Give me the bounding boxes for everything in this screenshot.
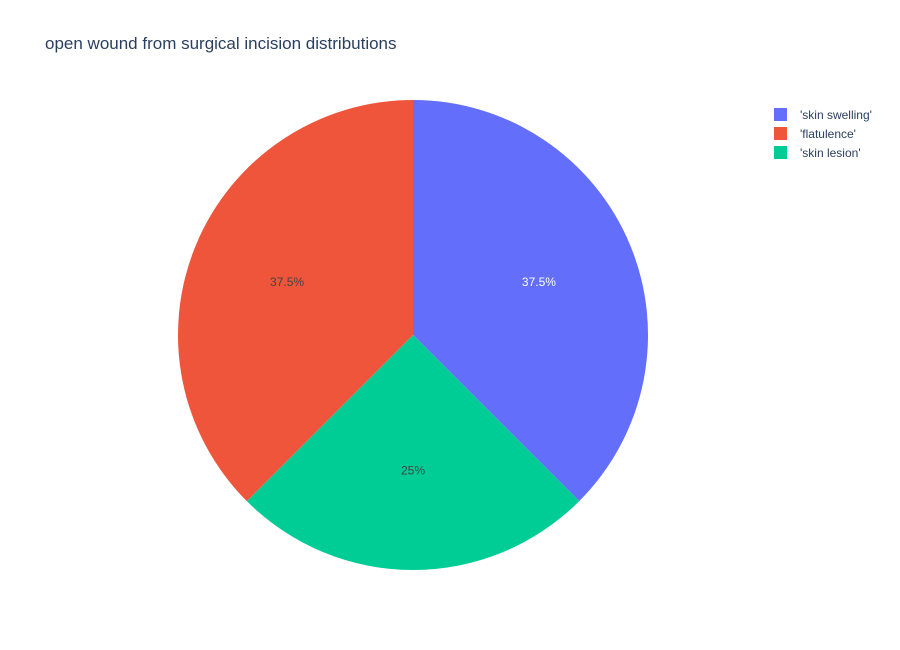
- slice-label-flatulence: 37.5%: [270, 275, 304, 289]
- legend-swatch: [774, 146, 787, 159]
- slice-label-skin-swelling: 37.5%: [522, 275, 556, 289]
- legend-swatch: [774, 108, 787, 121]
- legend-label: 'flatulence': [800, 126, 856, 141]
- legend: 'skin swelling' 'flatulence' 'skin lesion': [774, 105, 872, 162]
- legend-label: 'skin swelling': [800, 107, 872, 122]
- chart-title: open wound from surgical incision distri…: [45, 34, 397, 53]
- pie-slice-skin-lesion[interactable]: [246, 335, 580, 570]
- legend-item-skin-swelling[interactable]: 'skin swelling': [774, 105, 872, 124]
- legend-swatch: [774, 127, 787, 140]
- legend-item-flatulence[interactable]: 'flatulence': [774, 124, 872, 143]
- legend-label: 'skin lesion': [800, 145, 861, 160]
- legend-item-skin-lesion[interactable]: 'skin lesion': [774, 143, 872, 162]
- pie-slice-skin-swelling[interactable]: [413, 100, 648, 502]
- pie-slice-flatulence[interactable]: [178, 99, 413, 502]
- slice-label-skin-lesion: 25%: [401, 463, 425, 477]
